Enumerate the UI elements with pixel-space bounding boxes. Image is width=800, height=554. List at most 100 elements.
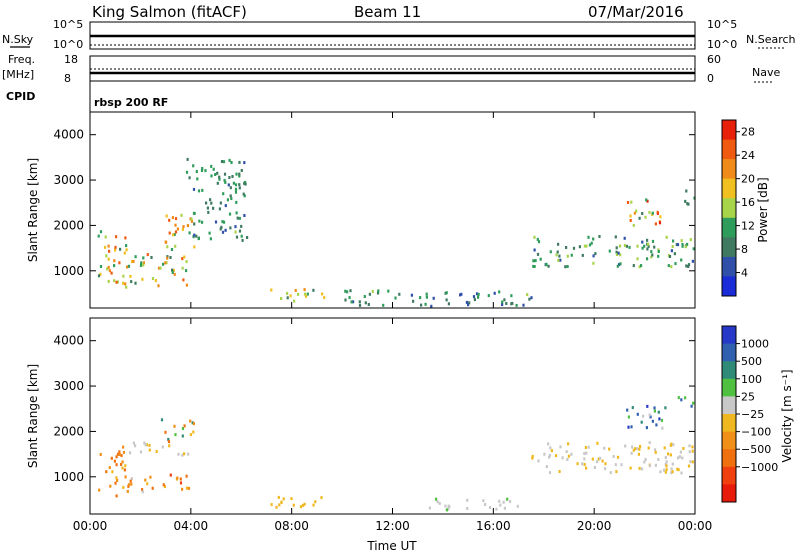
data-cell [677,396,680,400]
data-cell [193,233,196,237]
data-cell [534,259,537,263]
colorbar-tick-label: −25 [741,408,764,421]
colorbar-segment [722,484,736,503]
data-cell [154,279,157,283]
data-cell [508,500,512,503]
data-cell [585,244,588,248]
colorbar-tick-label: 25 [741,390,755,403]
data-cell [228,212,232,216]
data-cell [675,243,678,247]
data-cell [123,251,126,255]
data-cell [186,224,189,228]
data-cell [631,406,634,410]
data-cell [289,294,292,298]
data-cell [590,241,593,245]
data-cell [174,433,177,437]
data-cell [140,261,143,265]
data-cell [687,464,691,468]
data-cell [620,463,623,467]
data-cell [649,415,652,419]
data-cell [244,182,247,186]
data-cell [667,264,670,268]
data-cell [567,454,570,458]
data-cell [466,498,469,502]
data-cell [687,263,691,267]
data-cell [412,299,415,303]
data-cell [499,503,502,507]
data-cell [224,228,227,232]
data-cell [174,244,177,248]
data-cell [646,247,649,251]
data-cell [502,500,505,504]
data-cell [116,479,119,482]
noise-tick-right-bottom: 10^0 [707,38,737,51]
data-cell [352,300,355,304]
data-cell [171,271,174,274]
data-cell [228,176,231,179]
data-cell [510,294,513,298]
data-cell [206,206,209,210]
data-cell [181,227,184,231]
data-cell [321,292,324,296]
data-cell [113,264,116,268]
data-cell [227,183,230,187]
power-panel-frame [89,111,696,309]
data-cell [636,257,639,261]
data-cell [598,235,601,238]
data-cell [172,268,175,272]
data-cell [646,257,649,261]
data-cell [627,415,630,419]
data-cell [162,262,165,266]
data-cell [482,499,485,503]
data-cell [106,267,109,271]
data-cell [174,230,178,234]
data-cell [432,296,435,300]
x-tick-label: 16:00 [476,519,511,533]
data-cell [588,243,592,247]
data-cell [559,445,562,449]
data-cell [648,210,651,214]
data-cell [134,255,137,259]
data-cell [149,475,152,479]
data-cell [669,443,672,447]
data-cell [539,257,542,261]
data-cell [645,198,648,202]
data-cell [665,468,668,472]
data-cell [150,256,153,259]
colorbar-segment [722,178,736,199]
data-cell [125,244,128,248]
data-cell [648,413,651,417]
x-tick-label: 00:00 [678,519,713,533]
data-cell [425,292,428,296]
data-cell [171,268,174,272]
data-cell [367,303,370,306]
data-cell [526,293,529,297]
data-cell [477,295,480,299]
data-cell [223,178,226,182]
colorbar-tick-label: 12 [741,220,755,233]
data-cell [632,223,635,227]
data-cell [495,507,498,511]
data-cell [174,223,177,227]
data-cell [192,187,196,191]
data-cell [161,445,164,449]
data-cell [116,280,119,284]
data-cell [346,290,349,294]
data-cell [368,292,371,296]
data-cell [214,173,217,176]
data-cell [672,239,675,243]
data-cell [181,487,184,491]
colorbar-tick-label: 24 [741,149,755,162]
data-cell [614,235,617,239]
data-cell [466,507,469,510]
data-cell [160,418,164,422]
data-cell [187,452,190,456]
data-cell [659,215,662,219]
y-tick-label: 1000 [53,264,84,278]
data-cell [615,246,618,250]
data-cell [618,244,622,248]
data-cell [428,506,431,510]
data-cell [664,406,667,410]
nsky-label: N.Sky [2,33,34,46]
data-cell [630,425,633,429]
